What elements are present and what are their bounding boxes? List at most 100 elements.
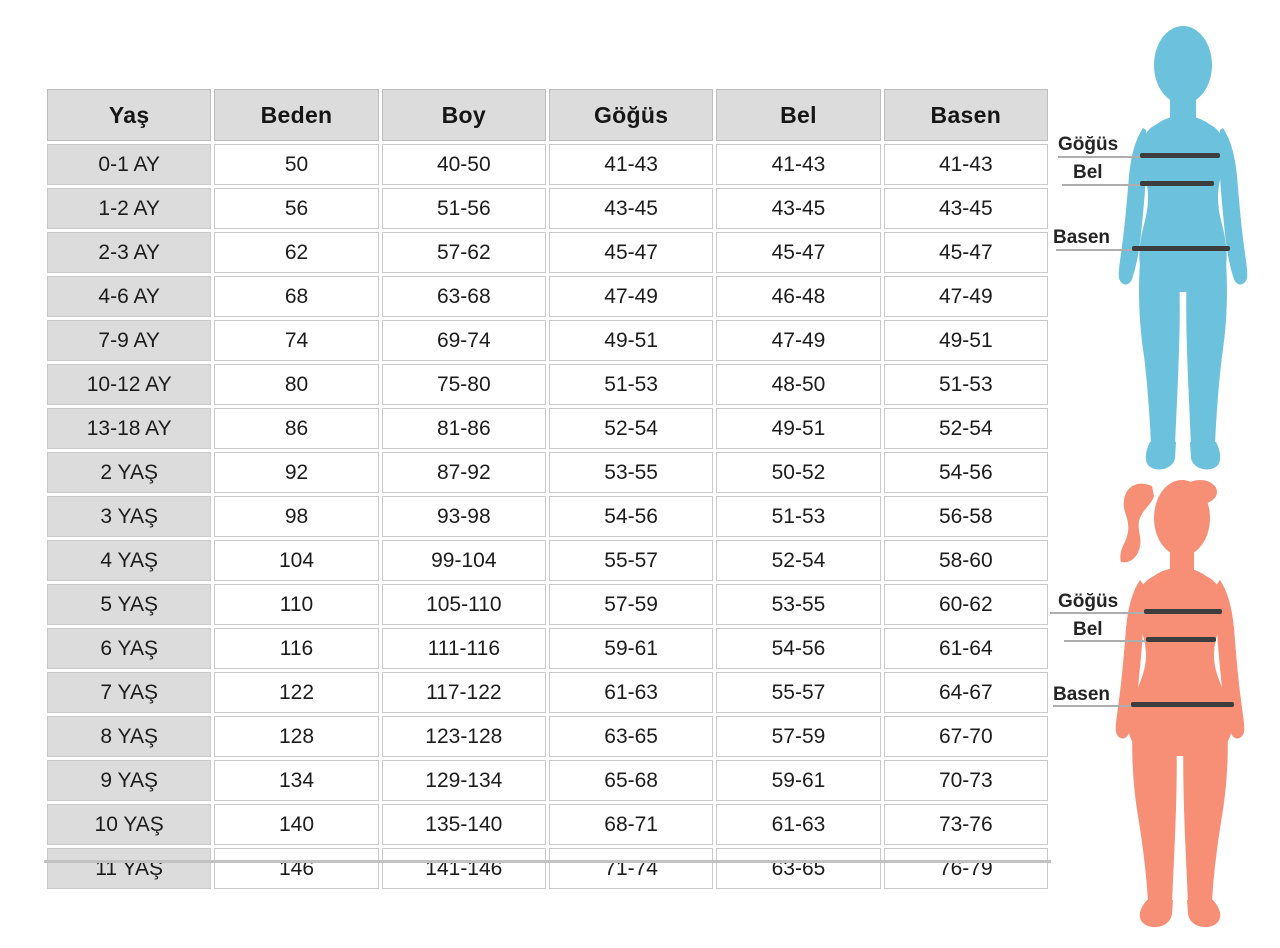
value-cell: 74 — [214, 320, 379, 361]
value-cell: 55-57 — [548, 540, 714, 581]
bottom-waist-leader-line — [1064, 640, 1152, 642]
age-cell: 6 YAŞ — [47, 628, 212, 669]
age-cell: 13-18 AY — [47, 408, 212, 449]
top-waist-label: Bel — [1073, 162, 1103, 183]
value-cell: 140 — [214, 804, 379, 845]
value-cell: 52-54 — [716, 540, 881, 581]
value-cell: 41-43 — [548, 144, 714, 185]
value-cell: 51-56 — [381, 188, 546, 229]
bottom-waist-label: Bel — [1073, 619, 1103, 640]
value-cell: 43-45 — [883, 188, 1048, 229]
value-cell: 54-56 — [548, 496, 714, 537]
table-row: 7 YAŞ 122 117-122 61-63 55-57 64-67 — [47, 672, 1048, 713]
value-cell: 45-47 — [716, 232, 881, 273]
table-row: 9 YAŞ 134 129-134 65-68 59-61 70-73 — [47, 760, 1048, 801]
value-cell: 59-61 — [716, 760, 881, 801]
value-cell: 128 — [214, 716, 379, 757]
value-cell: 52-54 — [883, 408, 1048, 449]
value-cell: 56 — [214, 188, 379, 229]
value-cell: 57-62 — [381, 232, 546, 273]
value-cell: 68-71 — [548, 804, 714, 845]
value-cell: 105-110 — [381, 584, 546, 625]
top-chest-leader-line — [1058, 156, 1146, 158]
value-cell: 43-45 — [716, 188, 881, 229]
value-cell: 49-51 — [548, 320, 714, 361]
bottom-chest-label: Göğüs — [1058, 591, 1119, 612]
value-cell: 47-49 — [883, 276, 1048, 317]
value-cell: 122 — [214, 672, 379, 713]
value-cell: 65-68 — [548, 760, 714, 801]
girl-left-leg — [1132, 722, 1177, 904]
value-cell: 76-79 — [883, 848, 1048, 889]
value-cell: 87-92 — [381, 452, 546, 493]
table-row: 7-9 AY 74 69-74 49-51 47-49 49-51 — [47, 320, 1048, 361]
table-row: 2-3 AY 62 57-62 45-47 45-47 45-47 — [47, 232, 1048, 273]
value-cell: 57-59 — [716, 716, 881, 757]
header-cell: Boy — [381, 89, 546, 141]
value-cell: 110 — [214, 584, 379, 625]
value-cell: 53-55 — [548, 452, 714, 493]
value-cell: 92 — [214, 452, 379, 493]
table-row: 8 YAŞ 128 123-128 63-65 57-59 67-70 — [47, 716, 1048, 757]
age-cell: 4-6 AY — [47, 276, 212, 317]
bottom-hips-leader-line — [1053, 705, 1137, 707]
table-header-row: Yaş Beden Boy Göğüs Bel Basen — [47, 89, 1048, 141]
value-cell: 86 — [214, 408, 379, 449]
value-cell: 135-140 — [381, 804, 546, 845]
girl-torso — [1127, 568, 1233, 756]
value-cell: 99-104 — [381, 540, 546, 581]
value-cell: 141-146 — [381, 848, 546, 889]
boy-head — [1154, 26, 1212, 104]
table-row: 4-6 AY 68 63-68 47-49 46-48 47-49 — [47, 276, 1048, 317]
header-cell: Basen — [883, 89, 1048, 141]
value-cell: 43-45 — [548, 188, 714, 229]
table-row: 1-2 AY 56 51-56 43-45 43-45 43-45 — [47, 188, 1048, 229]
value-cell: 47-49 — [548, 276, 714, 317]
age-cell: 2 YAŞ — [47, 452, 212, 493]
value-cell: 45-47 — [548, 232, 714, 273]
value-cell: 50 — [214, 144, 379, 185]
table-row: 5 YAŞ 110 105-110 57-59 53-55 60-62 — [47, 584, 1048, 625]
value-cell: 61-63 — [716, 804, 881, 845]
value-cell: 49-51 — [883, 320, 1048, 361]
value-cell: 63-65 — [548, 716, 714, 757]
girl-left-foot — [1139, 900, 1173, 928]
bottom-hips-label: Basen — [1053, 684, 1111, 705]
bottom-hips-measure-line — [1131, 702, 1234, 707]
girl-right-arm — [1216, 580, 1245, 739]
boy-right-leg — [1186, 262, 1227, 446]
table-row: 11 YAŞ 146 141-146 71-74 63-65 76-79 — [47, 848, 1048, 889]
value-cell: 40-50 — [381, 144, 546, 185]
age-cell: 3 YAŞ — [47, 496, 212, 537]
value-cell: 64-67 — [883, 672, 1048, 713]
value-cell: 104 — [214, 540, 379, 581]
age-cell: 1-2 AY — [47, 188, 212, 229]
header-cell: Bel — [716, 89, 881, 141]
value-cell: 57-59 — [548, 584, 714, 625]
value-cell: 60-62 — [883, 584, 1048, 625]
value-cell: 116 — [214, 628, 379, 669]
value-cell: 51-53 — [716, 496, 881, 537]
value-cell: 48-50 — [716, 364, 881, 405]
girl-head — [1154, 480, 1210, 556]
age-cell: 4 YAŞ — [47, 540, 212, 581]
table-bottom-edge — [44, 860, 1051, 863]
age-cell: 9 YAŞ — [47, 760, 212, 801]
bottom-chest-leader-line — [1050, 612, 1148, 614]
value-cell: 123-128 — [381, 716, 546, 757]
value-cell: 146 — [214, 848, 379, 889]
value-cell: 73-76 — [883, 804, 1048, 845]
age-cell: 0-1 AY — [47, 144, 212, 185]
value-cell: 98 — [214, 496, 379, 537]
top-hips-measure-line — [1132, 246, 1230, 251]
boy-left-foot — [1145, 442, 1176, 470]
value-cell: 52-54 — [548, 408, 714, 449]
value-cell: 51-53 — [548, 364, 714, 405]
girl-left-arm — [1115, 580, 1144, 739]
bottom-waist-measure-line — [1146, 637, 1216, 642]
value-cell: 68 — [214, 276, 379, 317]
value-cell: 49-51 — [716, 408, 881, 449]
value-cell: 54-56 — [883, 452, 1048, 493]
value-cell: 70-73 — [883, 760, 1048, 801]
